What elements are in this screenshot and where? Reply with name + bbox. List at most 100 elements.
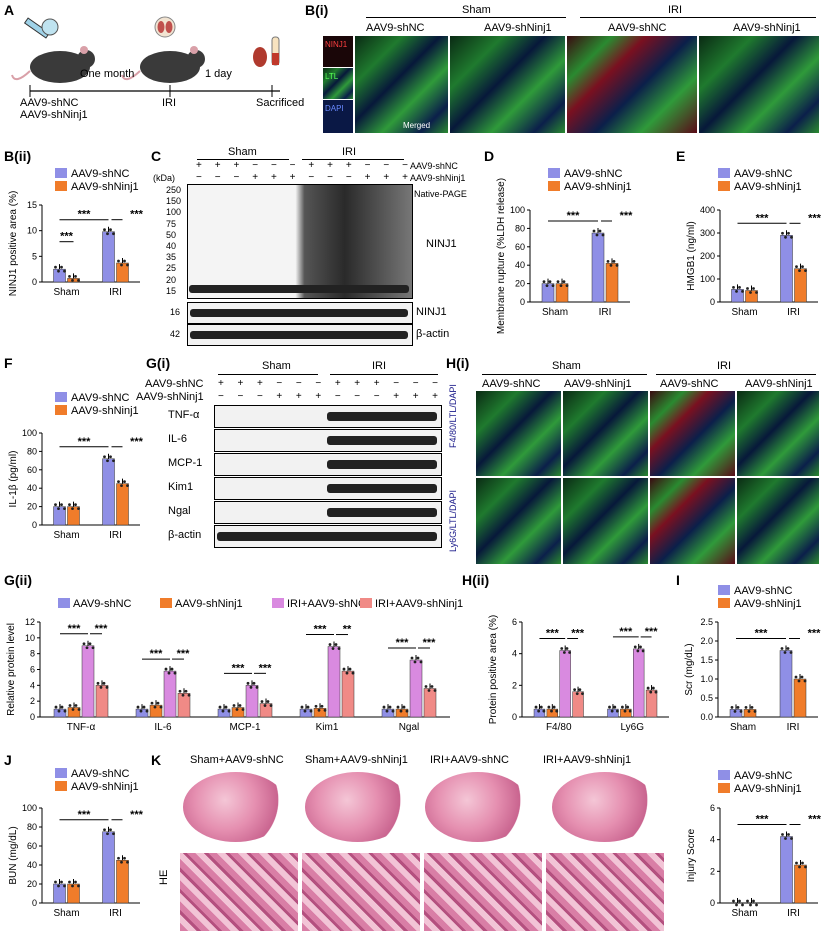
kidney-section-2 — [305, 772, 410, 842]
marker-40: 40 — [166, 241, 177, 251]
gii-legend-label-0: AAV9-shNC — [73, 598, 132, 610]
gi-blot-strip-1 — [214, 429, 442, 452]
gii-point-0-3-3 — [105, 685, 109, 689]
d-point-0-0-2 — [548, 280, 552, 283]
bii-legend-swatch-0 — [55, 168, 67, 178]
micrograph-sham-shnc — [355, 36, 448, 133]
gii-legend-swatch-0 — [58, 598, 70, 608]
gii-point-2-0-2 — [224, 705, 228, 709]
gi-shnc-sign-1: + — [237, 378, 244, 389]
k-sig-0: *** — [756, 814, 770, 826]
hii-point-0-3-1 — [575, 692, 579, 696]
d-point-0-1-3 — [565, 284, 569, 287]
hii-point-0-0-3 — [542, 709, 546, 713]
i-point-1-0-1 — [783, 651, 787, 654]
hii-point-1-1-3 — [628, 709, 632, 713]
hii-ytick-label-1: 2 — [512, 680, 517, 690]
panel-label-c: C — [151, 148, 162, 164]
gi-shnc-sign-10: − — [412, 378, 419, 389]
gi-shninj1-row-label: AAV9-shNinj1 — [136, 391, 204, 403]
gii-xtick-label-0: TNF-α — [67, 722, 96, 733]
j-sig-0: *** — [78, 809, 92, 821]
gii-point-0-1-1 — [71, 708, 75, 711]
gi-shnc-sign-6: + — [334, 378, 341, 389]
hi-col-shninj1-sham: AAV9-shNinj1 — [564, 378, 632, 390]
i-point-0-1-1 — [747, 710, 751, 713]
gi-shnc-signs: + + + − − − + + + − − − — [218, 378, 438, 390]
e-ytick-label-3: 300 — [700, 228, 715, 238]
c-ninj1-label: NINJ1 — [426, 238, 457, 250]
f-point-1-0-0 — [103, 455, 106, 459]
gii-point-2-1-2 — [238, 704, 242, 707]
c-shnc-sign-2: + — [233, 160, 240, 171]
f-point-1-0-3 — [112, 459, 115, 463]
d-ytick-label-0: 0 — [520, 297, 525, 307]
gii-sig-0-b: *** — [95, 623, 109, 635]
gii-point-2-1-1 — [235, 708, 239, 711]
k-legend-swatch-0 — [718, 770, 730, 780]
hii-point-0-2-3 — [568, 651, 572, 654]
hii-point-1-2-0 — [633, 645, 637, 649]
gii-point-1-2-0 — [164, 667, 168, 671]
c-sham-header: Sham — [228, 146, 257, 158]
gii-point-3-3-2 — [348, 667, 352, 671]
panel-label-i: I — [676, 572, 680, 588]
he-zoom-1 — [180, 853, 298, 931]
k-point-1-1-0 — [795, 861, 798, 865]
k-bar-1-1 — [794, 864, 807, 904]
kidney-section-1 — [183, 772, 288, 842]
kidney-section-3 — [425, 772, 530, 842]
f-ytick-label-5: 100 — [22, 428, 37, 438]
gii-point-1-1-1 — [153, 705, 157, 709]
i-ytick-label-1: 0.5 — [700, 693, 713, 703]
hii-point-1-0-2 — [613, 705, 617, 709]
k-point-1-0-2 — [787, 833, 790, 836]
j-sig-1: *** — [130, 809, 144, 821]
gii-sig-2-b: *** — [259, 662, 273, 674]
f-ytick-label-3: 60 — [27, 465, 37, 475]
gii-point-3-1-1 — [317, 708, 321, 712]
i-point-1-0-2 — [786, 647, 790, 650]
micrograph-iri-shnc — [567, 36, 697, 133]
bii-ytick-label-2: 10 — [27, 226, 37, 236]
d-ytick-label-2: 40 — [515, 260, 525, 270]
e-point-1-1-0 — [795, 265, 798, 269]
gii-bar-4-3 — [423, 688, 437, 718]
gii-point-4-3-0 — [424, 685, 428, 688]
bii-point-1-0-1 — [106, 232, 109, 236]
gii-point-4-0-2 — [388, 705, 392, 709]
k-point-1-1-2 — [801, 861, 804, 865]
marker-150: 150 — [166, 196, 182, 207]
gii-point-4-3-3 — [433, 689, 437, 692]
k-xtick-label-1: IRI — [787, 908, 800, 919]
d-legend-label-0: AAV9-shNC — [564, 168, 623, 180]
f-point-1-0-1 — [106, 459, 109, 463]
gii-point-1-0-1 — [139, 709, 143, 713]
i-sig-0: *** — [755, 628, 769, 640]
channel-ltl-tile — [323, 68, 353, 99]
gi-shnc-row-label: AAV9-shNC — [145, 378, 204, 390]
f-ytick-label-1: 20 — [27, 502, 37, 512]
e-point-0-1-3 — [755, 291, 758, 294]
bii-point-1-1-1 — [120, 263, 123, 267]
gii-point-3-2-3 — [337, 647, 341, 650]
d-ytick-label-4: 80 — [515, 223, 525, 233]
panel-label-gii: G(ii) — [4, 572, 32, 588]
i-point-0-0-3 — [739, 710, 743, 713]
hii-point-0-2-2 — [565, 647, 569, 650]
bii-xtick-label-1: IRI — [109, 287, 122, 298]
j-legend-swatch-0 — [55, 768, 67, 778]
hii-point-0-0-2 — [539, 705, 543, 709]
gi-shninj1-sign-11: + — [432, 391, 438, 402]
gii-point-1-1-3 — [159, 705, 163, 709]
e-point-1-1-1 — [798, 269, 801, 273]
marker-100: 100 — [166, 207, 182, 218]
gi-shninj1-signs: − − − + + + − − − + + + — [218, 391, 438, 403]
i-ytick-label-5: 2.5 — [700, 617, 713, 627]
gi-row-label-1: IL-6 — [168, 433, 187, 445]
hi-sham-bracket — [482, 374, 647, 375]
gii-point-0-0-3 — [63, 709, 67, 713]
e-point-0-0-3 — [741, 289, 744, 293]
gii-point-0-3-1 — [99, 685, 103, 689]
k-point-0-1-2 — [752, 899, 755, 903]
